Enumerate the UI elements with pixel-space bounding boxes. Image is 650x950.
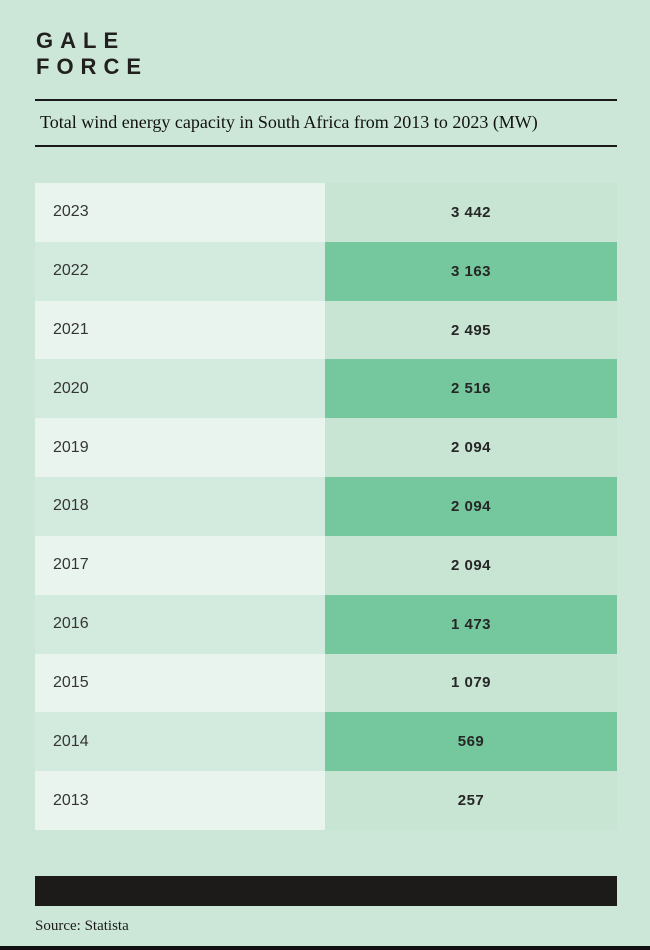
divider-top	[35, 99, 617, 101]
brand-line2: FORCE	[36, 54, 148, 79]
year-label: 2016	[35, 594, 325, 654]
year-label: 2019	[35, 418, 325, 478]
value-label: 2 516	[325, 359, 617, 419]
year-label: 2021	[35, 300, 325, 360]
table-row: 2013 257	[35, 771, 617, 830]
value-label: 257	[325, 771, 617, 830]
year-label: 2018	[35, 477, 325, 536]
year-label: 2017	[35, 535, 325, 595]
value-label: 3 442	[325, 183, 617, 242]
value-label: 3 163	[325, 241, 617, 301]
table-row: 2016 1 473	[35, 594, 617, 654]
footer-black-bar	[35, 876, 617, 906]
table-row: 2018 2 094	[35, 477, 617, 536]
table-row: 2022 3 163	[35, 241, 617, 301]
bottom-edge-rule	[0, 946, 650, 950]
value-label: 2 094	[325, 418, 617, 478]
year-label: 2014	[35, 712, 325, 772]
brand-line1: GALE	[36, 28, 126, 53]
table-row: 2014 569	[35, 712, 617, 772]
value-label: 569	[325, 712, 617, 772]
table-row: 2015 1 079	[35, 653, 617, 713]
chart-title: Total wind energy capacity in South Afri…	[40, 112, 538, 132]
value-label: 2 094	[325, 535, 617, 595]
table-row: 2017 2 094	[35, 535, 617, 595]
year-label: 2023	[35, 183, 325, 242]
year-label: 2022	[35, 241, 325, 301]
divider-under-title	[35, 145, 617, 147]
source-attribution: Source: Statista	[35, 918, 129, 934]
table-row: 2023 3 442	[35, 183, 617, 242]
year-label: 2013	[35, 771, 325, 830]
value-label: 1 473	[325, 594, 617, 654]
value-label: 1 079	[325, 653, 617, 713]
brand-logo: GALE FORCE	[36, 28, 148, 80]
table-row: 2020 2 516	[35, 359, 617, 419]
table-row: 2021 2 495	[35, 300, 617, 360]
year-label: 2020	[35, 359, 325, 419]
value-label: 2 094	[325, 477, 617, 536]
value-label: 2 495	[325, 300, 617, 360]
table-row: 2019 2 094	[35, 418, 617, 478]
year-label: 2015	[35, 653, 325, 713]
data-table: 2023 3 442 2022 3 163 2021 2 495 2020 2 …	[35, 183, 617, 830]
